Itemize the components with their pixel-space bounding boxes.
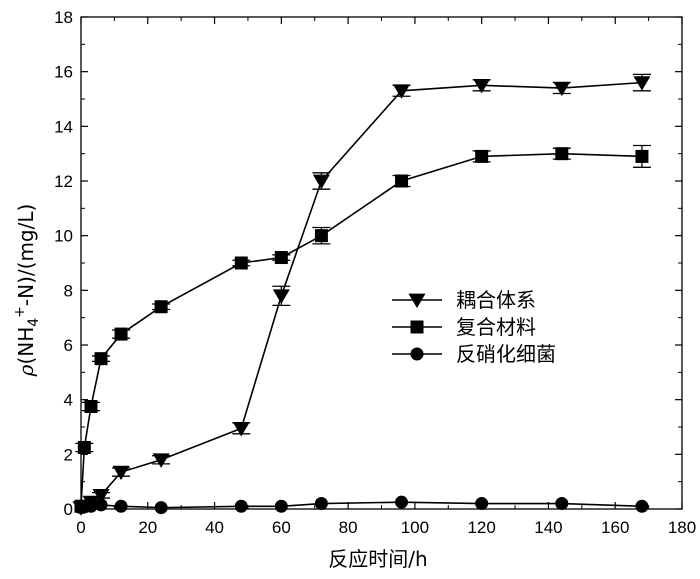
x-tick-label: 0 [76, 518, 85, 537]
legend-item-3: 反硝化细菌 [392, 342, 556, 366]
data-point [633, 76, 651, 91]
legend-label: 反硝化细菌 [456, 342, 556, 366]
y-tick-label: 8 [64, 281, 73, 300]
data-point [154, 300, 168, 314]
data-point [395, 495, 409, 509]
legend-item-1: 耦合体系 [392, 288, 536, 312]
y-title-sub: 4 [26, 318, 42, 327]
data-point [77, 441, 91, 454]
data-point [635, 499, 649, 513]
data-point [314, 229, 328, 243]
data-point [232, 421, 250, 437]
y-tick-label: 12 [54, 172, 73, 191]
series-layer [72, 73, 651, 516]
y-tick-label: 10 [54, 227, 73, 246]
data-point [112, 465, 130, 481]
series-1 [72, 73, 651, 516]
data-point [555, 497, 569, 511]
data-point [475, 497, 489, 511]
y-tick-label: 4 [64, 391, 73, 410]
data-point [274, 251, 288, 265]
y-tick-label: 18 [54, 8, 73, 27]
y-title-rho: ρ [14, 364, 38, 377]
plot-frame [80, 16, 683, 510]
x-tick-label: 20 [138, 518, 157, 537]
y-tick-label: 0 [64, 500, 73, 519]
data-point [114, 499, 128, 513]
data-point [94, 352, 108, 366]
data-point [312, 174, 330, 190]
legend-marker [408, 293, 426, 309]
data-point [473, 78, 491, 94]
series-3 [74, 495, 649, 515]
data-point [152, 453, 170, 468]
y-title-sup: + [12, 306, 28, 318]
x-tick-label: 180 [668, 518, 696, 537]
y-tick-label: 16 [54, 63, 73, 82]
series-line [80, 81, 642, 509]
y-title-open: (NH [14, 327, 38, 365]
x-tick-label: 40 [205, 518, 224, 537]
data-point [234, 256, 248, 270]
y-tick-label: 2 [64, 445, 73, 464]
data-point [234, 499, 248, 513]
x-tick-label: 100 [401, 518, 429, 537]
y-title-close: -N)/(mg/L) [14, 204, 38, 306]
series-2 [74, 144, 651, 513]
y-tick-label: 6 [64, 336, 73, 355]
legend-item-2: 复合材料 [392, 315, 536, 339]
axes: 0 20 40 60 80 100 120 140 160 180 0 2 4 6 8 10 12 14 16 18 [54, 8, 696, 537]
data-point [114, 327, 128, 341]
data-point [553, 81, 571, 97]
data-point [475, 149, 489, 163]
y-tick-label: 14 [54, 117, 73, 136]
x-axis-title: 反应时间/h [328, 547, 427, 571]
data-point [272, 289, 290, 304]
data-point [395, 174, 409, 188]
data-point [635, 149, 649, 163]
data-point [555, 147, 569, 161]
x-tick-label: 60 [272, 518, 291, 537]
data-point [314, 497, 328, 511]
data-point [84, 400, 98, 413]
plot-area [80, 16, 683, 510]
x-tick-label: 140 [534, 518, 562, 537]
data-point [94, 498, 108, 512]
data-point [274, 499, 288, 513]
y-axis-title: ρ(NH4+-N)/(mg/L) [12, 204, 42, 378]
data-point [84, 499, 98, 513]
data-point [154, 501, 168, 515]
x-tick-label: 80 [339, 518, 358, 537]
series-line [80, 152, 642, 507]
legend-label: 耦合体系 [456, 288, 536, 312]
legend-marker [410, 320, 424, 334]
legend-marker [410, 347, 424, 361]
legend-label: 复合材料 [456, 315, 536, 339]
data-point [393, 84, 411, 99]
data-point [92, 488, 110, 504]
x-tick-label: 120 [467, 518, 495, 537]
x-tick-label: 160 [601, 518, 629, 537]
